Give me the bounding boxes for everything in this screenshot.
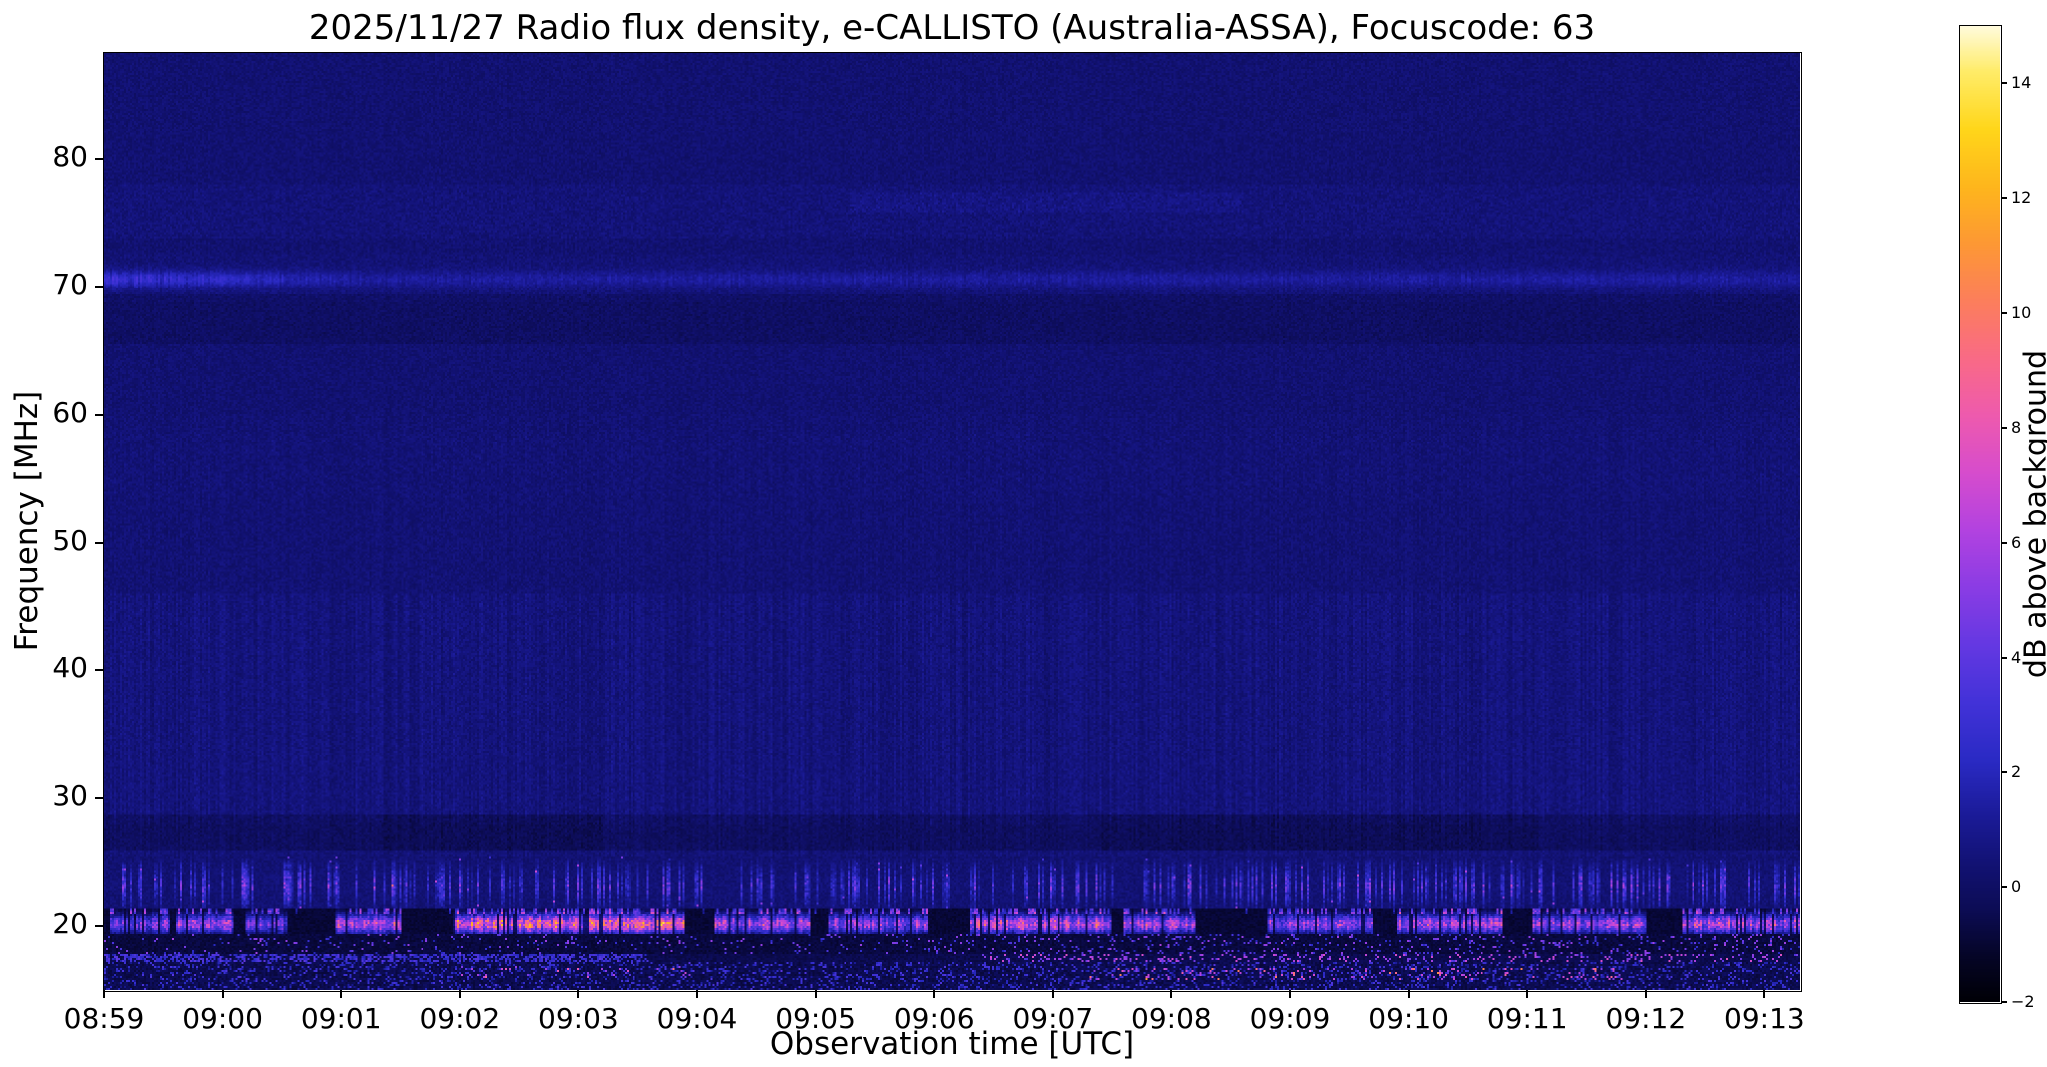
y-tick-mark bbox=[95, 413, 103, 416]
colorbar-tick-label: 2 bbox=[2011, 762, 2022, 782]
x-tick-label: 09:03 bbox=[538, 1002, 619, 1035]
x-tick-label: 09:01 bbox=[300, 1002, 382, 1035]
x-axis-label: Observation time [UTC] bbox=[769, 1026, 1135, 1062]
y-tick-label: 40 bbox=[52, 651, 88, 685]
x-tick-label: 09:04 bbox=[656, 1002, 738, 1035]
x-tick-label: 09:12 bbox=[1605, 1002, 1687, 1035]
x-tick-mark bbox=[340, 990, 343, 998]
x-tick-label: 09:05 bbox=[775, 1002, 856, 1035]
y-tick-label: 70 bbox=[52, 267, 88, 301]
x-tick-mark bbox=[1763, 990, 1766, 998]
chart-title: 2025/11/27 Radio flux density, e-CALLIST… bbox=[308, 8, 1596, 48]
y-tick-mark bbox=[95, 285, 103, 288]
y-tick-mark bbox=[95, 158, 103, 161]
colorbar-tick-mark bbox=[2001, 541, 2007, 544]
x-tick-label: 09:00 bbox=[182, 1002, 263, 1035]
y-axis-label: Frequency [MHz] bbox=[9, 390, 45, 652]
y-tick-mark bbox=[95, 925, 103, 928]
y-tick-label: 30 bbox=[52, 779, 88, 813]
colorbar-tick-mark bbox=[2001, 656, 2007, 659]
colorbar-tick-mark bbox=[2001, 426, 2007, 429]
x-tick-label: 08:59 bbox=[63, 1002, 145, 1035]
x-tick-mark bbox=[696, 990, 698, 998]
colorbar-tick-label: 14 bbox=[2011, 73, 2032, 93]
colorbar-tick-label: 6 bbox=[2011, 532, 2022, 552]
x-tick-mark bbox=[814, 990, 817, 998]
y-tick-mark bbox=[95, 669, 103, 672]
colorbar-tick-mark bbox=[2001, 82, 2007, 85]
x-tick-label: 09:13 bbox=[1724, 1002, 1805, 1035]
x-tick-mark bbox=[933, 990, 936, 998]
x-tick-label: 09:06 bbox=[893, 1002, 975, 1035]
y-tick-label: 60 bbox=[52, 395, 88, 429]
x-tick-label: 09:11 bbox=[1486, 1002, 1568, 1035]
y-tick-mark bbox=[95, 797, 103, 800]
colorbar-tick-mark bbox=[2001, 771, 2007, 774]
x-tick-label: 09:02 bbox=[419, 1002, 501, 1035]
colorbar-tick-label: 10 bbox=[2011, 303, 2032, 323]
colorbar-tick-mark bbox=[2001, 197, 2007, 200]
x-tick-mark bbox=[1644, 990, 1647, 998]
colorbar-tick-label: 12 bbox=[2011, 188, 2032, 208]
x-tick-mark bbox=[1289, 990, 1291, 998]
x-tick-mark bbox=[221, 990, 224, 998]
x-tick-mark bbox=[577, 990, 580, 998]
x-tick-mark bbox=[103, 990, 105, 998]
x-tick-mark bbox=[1526, 990, 1529, 998]
x-tick-mark bbox=[1170, 990, 1173, 998]
colorbar-tick-mark bbox=[2001, 1001, 2007, 1003]
colorbar-tick-mark bbox=[2001, 886, 2007, 889]
x-tick-mark bbox=[458, 990, 461, 998]
spectrogram-canvas bbox=[104, 53, 1800, 990]
x-tick-label: 09:08 bbox=[1131, 1002, 1212, 1035]
colorbar-tick-label: 4 bbox=[2011, 647, 2022, 667]
colorbar-tick-label: −2 bbox=[2011, 992, 2035, 1011]
colorbar-tick-label: 0 bbox=[2011, 877, 2022, 897]
colorbar-tick-mark bbox=[2001, 312, 2007, 315]
x-tick-mark bbox=[1407, 990, 1410, 998]
x-tick-label: 09:07 bbox=[1012, 1002, 1094, 1035]
x-tick-label: 09:09 bbox=[1249, 1002, 1331, 1035]
y-tick-label: 50 bbox=[52, 523, 88, 557]
x-tick-label: 09:10 bbox=[1368, 1002, 1449, 1035]
y-tick-label: 20 bbox=[52, 907, 88, 941]
colorbar bbox=[1960, 26, 2000, 1002]
colorbar-tick-label: 8 bbox=[2011, 417, 2022, 437]
y-tick-label: 80 bbox=[52, 140, 88, 174]
y-tick-mark bbox=[95, 541, 103, 544]
colorbar-label: dB above background bbox=[2018, 349, 2047, 679]
x-tick-mark bbox=[1051, 990, 1054, 998]
